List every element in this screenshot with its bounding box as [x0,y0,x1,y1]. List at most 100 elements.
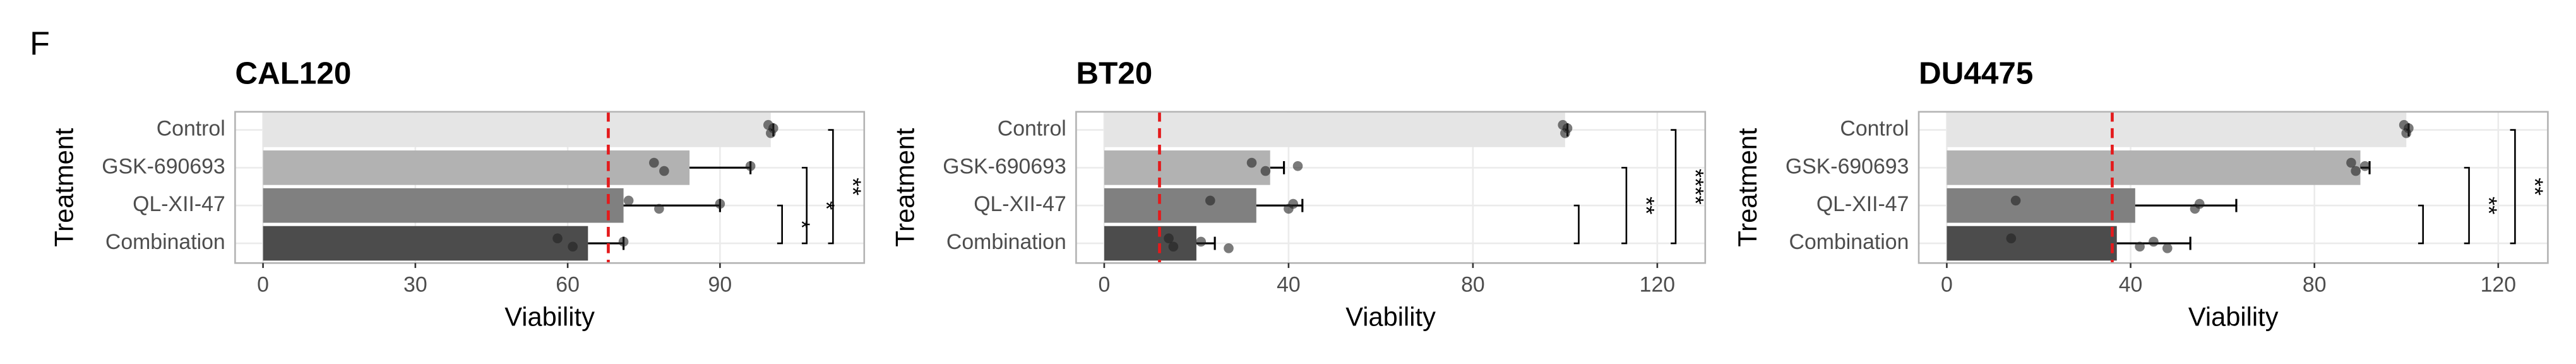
x-tick-label: 0 [257,273,269,297]
significance-label: ** [840,178,866,195]
y-tick-label: Control [998,116,1066,140]
x-tick-label: 120 [2481,273,2516,297]
data-point [623,195,634,206]
bar [1947,150,2361,185]
y-tick-label: GSK-690693 [102,154,225,178]
data-point [2006,233,2017,244]
panel: Control GSK-690693 QL-XII-47 Combination 0 40… [1732,56,2549,332]
data-point [715,198,725,209]
bar [1104,226,1196,261]
y-tick-label: Control [157,116,225,140]
data-point [768,123,778,133]
chart-title: DU4475 [1919,56,2033,91]
x-axis-title: Viability [1345,302,1436,332]
significance-bracket [1671,129,1677,245]
data-point [1246,157,1257,168]
y-tick-label: QL-XII-47 [974,192,1066,216]
data-point [1205,195,1215,206]
plot-border [234,111,866,264]
data-point [2404,123,2414,133]
x-tick-label: 0 [1941,273,1953,297]
data-point [649,157,659,168]
bar [1104,188,1256,223]
data-point [1288,198,1299,209]
significance-bracket [2418,204,2424,245]
panel: Control GSK-690693 QL-XII-47 Combination 0 40… [890,56,1708,332]
data-point [1260,166,1271,176]
bar [263,226,588,261]
y-tick-label: Control [1840,116,1909,140]
panel: Control GSK-690693 QL-XII-47 Combination 0 30… [49,56,866,332]
significance-bracket [2464,167,2470,245]
data-point [1196,236,1207,247]
x-tick-label: 40 [1277,273,1301,297]
data-point [552,233,563,244]
error-bar [1270,161,1285,174]
data-point [2162,243,2173,253]
data-point [2346,157,2356,168]
x-tick-label: 80 [1461,273,1485,297]
panel-label: F [30,26,50,63]
bar [1947,226,2117,261]
x-tick-label: 120 [1640,273,1675,297]
x-tick-label: 30 [403,273,427,297]
significance-label: ** [2476,197,2502,214]
bar [1104,150,1270,185]
bar [263,150,690,185]
data-point [2149,236,2159,247]
data-point [2010,195,2021,206]
x-axis-title: Viability [2188,302,2279,332]
significance-label: * [814,201,840,210]
data-point [1292,161,1303,171]
data-point [659,166,669,176]
x-tick-label: 40 [2119,273,2143,297]
significance-bracket [801,167,808,245]
data-point [1562,123,1573,133]
significance-bracket [828,129,834,245]
data-point [1164,233,1174,244]
significance-label: * [789,220,815,229]
chart-title: BT20 [1076,56,1152,91]
data-point [2351,166,2361,176]
y-tick-label: Combination [946,230,1066,254]
bar [1947,188,2135,223]
data-point [745,161,756,171]
data-point [2359,161,2370,171]
chart-title: CAL120 [235,56,351,91]
y-tick-label: Combination [105,230,225,254]
data-point [654,203,664,214]
significance-bracket [2510,129,2516,245]
data-point [1168,241,1179,252]
bar [1947,112,2407,147]
plot-border [1075,111,1707,264]
y-axis-title: Treatment [890,128,919,247]
y-axis-title: Treatment [49,128,78,247]
x-axis-title: Viability [504,302,595,332]
error-bar [2135,198,2238,212]
data-point [618,236,629,247]
data-point [2194,198,2205,209]
y-axis-title: Treatment [1732,128,1762,247]
significance-label: ** [1633,197,1659,214]
data-point [568,241,578,252]
y-tick-label: GSK-690693 [943,154,1066,178]
bar [263,112,771,147]
x-tick-label: 90 [708,273,732,297]
significance-label: **** [1683,169,1708,205]
plot-border [1917,111,2549,264]
x-tick-label: 80 [2303,273,2327,297]
significance-bracket [1573,204,1580,245]
significance-bracket [1621,167,1628,245]
x-tick-label: 0 [1099,273,1111,297]
y-tick-label: Combination [1789,230,1909,254]
bar [1104,112,1565,147]
x-tick-label: 60 [556,273,580,297]
significance-bracket [777,204,783,245]
significance-label: ** [2522,178,2548,195]
y-tick-label: GSK-690693 [1786,154,1909,178]
data-point [1224,243,1234,253]
y-tick-label: QL-XII-47 [133,192,225,216]
y-tick-label: QL-XII-47 [1816,192,1909,216]
bar [263,188,624,223]
